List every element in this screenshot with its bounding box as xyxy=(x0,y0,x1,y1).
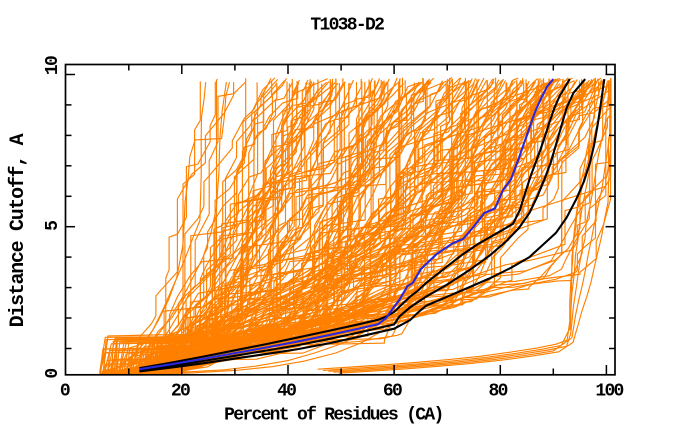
svg-text:40: 40 xyxy=(277,382,296,402)
svg-text:60: 60 xyxy=(383,382,402,402)
svg-text:T1038-D2: T1038-D2 xyxy=(310,16,384,36)
svg-text:5: 5 xyxy=(43,221,63,231)
svg-text:Distance Cutoff, A: Distance Cutoff, A xyxy=(7,133,30,327)
svg-text:Percent of Residues (CA): Percent of Residues (CA) xyxy=(224,406,442,426)
svg-text:100: 100 xyxy=(595,382,623,402)
svg-text:0: 0 xyxy=(60,382,70,402)
svg-text:10: 10 xyxy=(43,56,63,75)
svg-text:0: 0 xyxy=(43,369,63,379)
svg-text:80: 80 xyxy=(488,382,507,402)
svg-text:20: 20 xyxy=(171,382,190,402)
